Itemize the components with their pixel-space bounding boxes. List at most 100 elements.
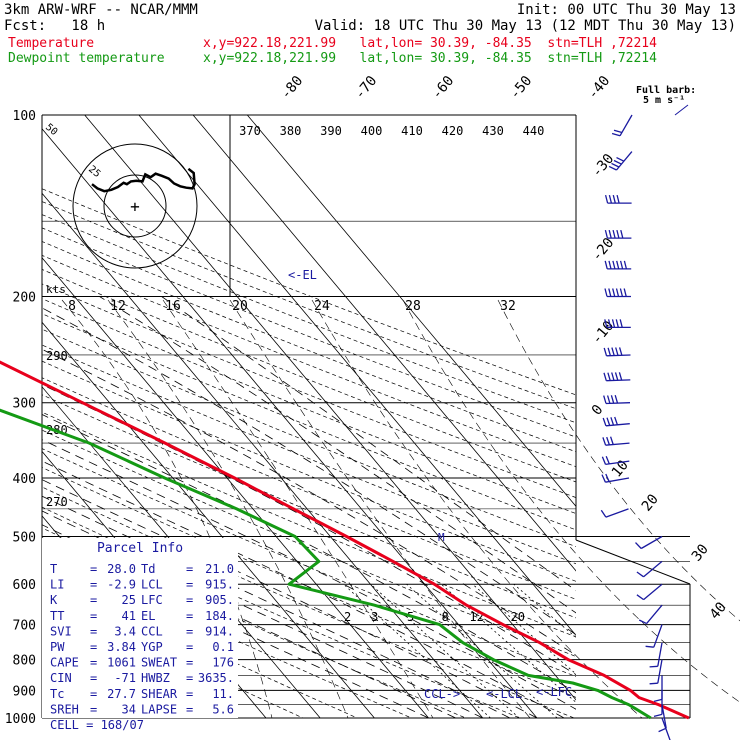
dry-adiabat-410 [42,269,576,483]
dry-adiabat-340 [42,377,576,600]
hodo-speed-arc-1 [107,299,349,719]
wind-barb-staff [643,583,663,601]
pressure-label-100: 100 [13,109,36,124]
parcel-info-equals: = [186,671,193,685]
hodo-speed-arc-6 [497,299,740,622]
isotherm-40 [246,115,576,507]
parcel-info-equals: = [90,687,97,701]
parcel-info-equals: = [186,593,193,607]
temperature-station-info: x,y=922.18,221.99 lat,lon= 30.39, -84.35… [203,36,657,51]
parcel-info-key: LFC [141,593,163,607]
wind-barb-flag [653,713,663,718]
dry-adiabat-lines [42,188,576,718]
isotherm--30 [42,321,375,718]
wind-barb-flag [607,319,612,328]
wind-barb-350 [602,436,630,446]
wind-barb-flag [603,347,608,356]
hodograph-trace [91,167,196,193]
isotherm-20 [138,115,576,637]
parcel-info-key: LI [50,578,64,592]
wind-barb-flag [618,347,623,356]
wind-barb-550 [636,560,663,578]
dry-adiabat-290 [42,467,576,698]
dry-adiabat-450 [42,214,576,424]
wind-barb-flag [623,288,627,297]
parcel-info-key: CAPE [50,656,79,670]
pressure-label-400: 400 [13,472,36,487]
wind-barb-flag [610,395,615,404]
wind-barb-flag [604,288,608,297]
mixing-ratio-line-8 [441,583,576,703]
wind-barb-flag [606,436,611,446]
theta-label-380: 380 [280,124,302,138]
parcel-info-value: 5.6 [212,702,234,716]
lcl-marker: <-LCL [486,687,522,701]
wind-barb-flag [649,665,658,668]
parcel-info-key: LCL [141,578,163,592]
temperature-legend-label: Temperature [8,36,95,51]
dry-adiabat-350 [42,360,576,582]
wind-barb-flag [613,159,622,165]
temperature-profile [0,360,690,720]
wind-barb-750 [649,642,663,668]
pressure-label-500: 500 [13,530,36,545]
parcel-info-key: PW [50,640,65,654]
wind-barb-staff [657,642,663,667]
wind-barb-flag [608,260,612,270]
wind-barb-flag [603,395,607,404]
wind-barb-flag [635,542,642,549]
parcel-info-value: 3635. [198,671,234,685]
isotherm-30 [192,115,576,572]
hodo-speed-label-12: 12 [110,299,126,314]
parcel-info-key: YGP [141,640,163,654]
wind-barb-275 [603,372,631,382]
wind-barb-flag [604,229,609,239]
parcel-info-key: T [50,562,57,576]
wind-barb-flag [616,229,620,239]
wind-barb-flag [604,194,609,204]
parcel-info-equals: = [90,609,97,623]
wind-barb-flag [611,319,616,328]
wind-barb-950 [658,704,667,733]
parcel-info-title: Parcel Info [97,541,183,556]
mixing-ratio-label-2: 2 [344,610,351,624]
wind-barb-staff [619,114,633,137]
isotherm-label--60: -60 [429,73,458,103]
isotherm-label-0: 0 [589,402,607,419]
wind-barb-flag [616,260,620,270]
hodo-speed-arc-3 [229,299,531,719]
parcel-info-value: 28.0 [107,562,136,576]
parcel-info-row: Tc = 27.7 SHEAR = 11. [50,687,234,701]
parcel-info-row: LI = -2.9 LCL = 915. [50,578,234,592]
wind-barb-250 [603,347,631,357]
hodo-speed-label-16: 16 [165,299,181,314]
wind-barb-225 [604,319,631,329]
wind-barb-flag [614,372,619,381]
wind-barb-flag [638,619,647,625]
parcel-info-equals: = [186,702,193,716]
lfc-marker: <-LFC [536,685,572,699]
parcel-info-value: 1061 [107,656,136,670]
wind-barb-flag [607,347,612,356]
parcel-info-value: 11. [212,687,234,701]
wind-barb-flag [600,509,607,518]
sounding-profiles [0,360,690,720]
dry-adiabat-430 [42,241,576,453]
wind-barb-flag [608,229,612,239]
wind-barb-staff [605,508,629,518]
mixing-ratio-label-3: 3 [371,610,378,624]
m-marker: M [438,531,445,544]
parcel-info-equals: = [90,656,97,670]
parcel-info-equals: = [90,593,97,607]
wind-barb-700 [645,624,663,648]
wind-barb-140 [604,194,632,204]
wind-barb-staff [661,717,671,740]
wind-barb-flag [605,473,610,482]
dry-adiabat-470 [42,188,576,396]
isotherm-label--40: -40 [585,73,614,103]
parcel-info-value: 41 [122,609,136,623]
pressure-label-700: 700 [13,619,36,634]
wind-barb-flag [605,456,610,465]
parcel-info-key: HWBZ [141,671,170,685]
isotherm-0 [42,128,538,718]
